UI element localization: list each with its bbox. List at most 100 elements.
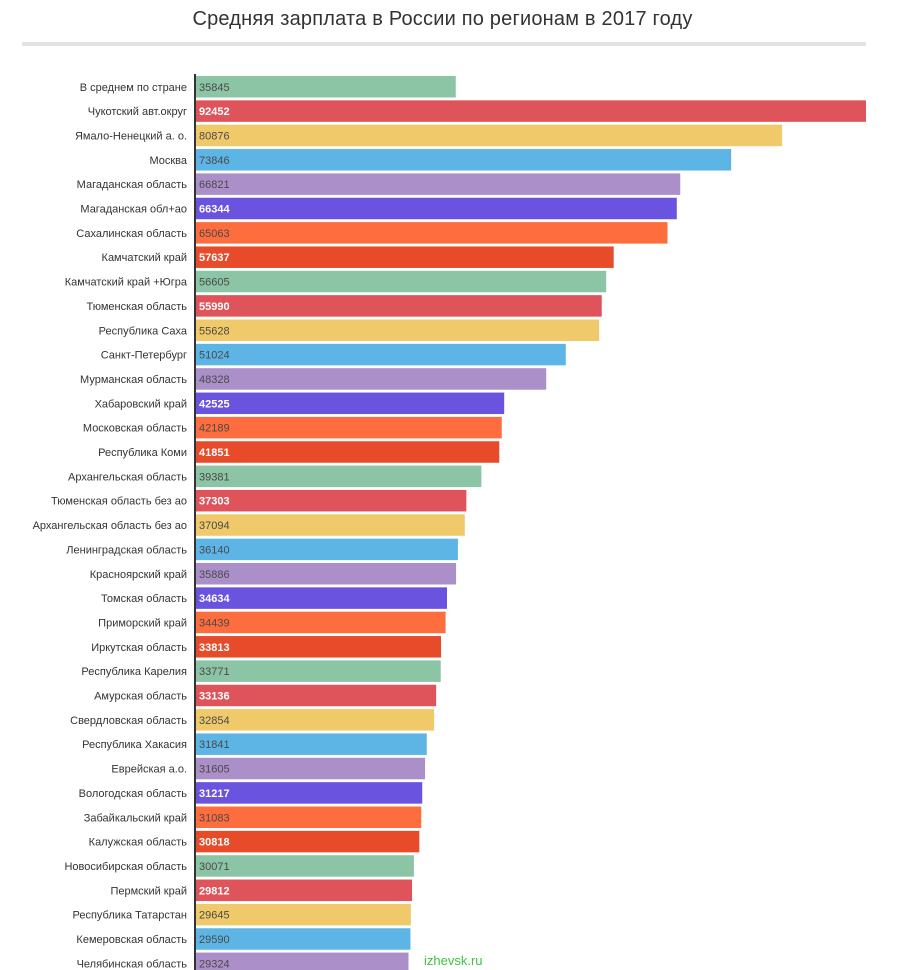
value-label: 34439 bbox=[199, 617, 230, 629]
value-label: 92452 bbox=[199, 106, 230, 118]
bar bbox=[196, 903, 411, 926]
chart-title: Средняя зарплата в России по регионам в … bbox=[192, 8, 693, 30]
bar bbox=[196, 538, 458, 561]
value-label: 29324 bbox=[199, 958, 230, 970]
category-label: Архангельская область bbox=[68, 471, 187, 483]
category-label: В среднем по стране bbox=[80, 82, 187, 94]
bar bbox=[196, 246, 614, 268]
value-label: 37303 bbox=[199, 496, 230, 508]
value-label: 33813 bbox=[199, 642, 230, 654]
value-label: 31841 bbox=[199, 739, 230, 751]
value-label: 73846 bbox=[199, 155, 230, 167]
value-label: 80876 bbox=[199, 130, 230, 142]
bar bbox=[196, 489, 467, 512]
bar bbox=[196, 100, 866, 122]
category-label: Иркутская область bbox=[91, 642, 187, 654]
category-label: Архангельская область без ао bbox=[33, 520, 187, 532]
bar bbox=[196, 173, 681, 195]
bar bbox=[196, 782, 423, 804]
category-label: Приморский край bbox=[98, 617, 187, 629]
value-label: 29590 bbox=[199, 934, 230, 946]
category-label: Тюменская область без ао bbox=[51, 496, 187, 508]
category-label: Ямало-Ненецкий а. о. bbox=[75, 130, 187, 142]
category-label: Чукотский авт.округ bbox=[88, 106, 187, 118]
category-label: Магаданская обл+ао bbox=[80, 204, 187, 216]
watermark: izhevsk.ru bbox=[424, 953, 483, 968]
category-label: Амурская область bbox=[94, 691, 187, 703]
value-label: 30818 bbox=[199, 837, 230, 849]
value-label: 66344 bbox=[199, 204, 230, 216]
value-label: 39381 bbox=[199, 471, 230, 483]
category-label: Красноярский край bbox=[90, 569, 187, 581]
bar bbox=[196, 295, 602, 317]
value-label: 29812 bbox=[199, 885, 230, 897]
bar bbox=[196, 587, 447, 609]
bar bbox=[196, 392, 505, 415]
category-label: Хабаровский край bbox=[95, 398, 187, 410]
category-label: Санкт-Петербург bbox=[101, 350, 187, 362]
category-label: Республика Татарстан bbox=[72, 910, 187, 922]
category-label: Кемеровская область bbox=[76, 934, 187, 946]
category-label: Москва bbox=[149, 155, 187, 167]
bar bbox=[196, 563, 457, 585]
value-label: 42189 bbox=[199, 423, 230, 435]
category-label: Республика Саха bbox=[99, 325, 188, 337]
category-label: Тюменская область bbox=[86, 301, 187, 313]
category-label: Сахалинская область bbox=[76, 228, 187, 240]
category-label: Калужская область bbox=[89, 837, 188, 849]
value-label: 31605 bbox=[199, 764, 230, 776]
category-label: Ленинградская область bbox=[66, 544, 187, 556]
category-label: Камчатский край +Югра bbox=[65, 277, 188, 289]
value-label: 65063 bbox=[199, 228, 230, 240]
bar bbox=[196, 270, 607, 293]
category-label: Томская область bbox=[101, 593, 187, 605]
title-divider bbox=[22, 42, 866, 46]
bar bbox=[196, 928, 411, 950]
bar bbox=[196, 465, 482, 488]
value-label: 31083 bbox=[199, 812, 230, 824]
value-label: 36140 bbox=[199, 544, 230, 556]
value-label: 35886 bbox=[199, 569, 230, 581]
category-label: Магаданская область bbox=[77, 179, 188, 191]
bar bbox=[196, 757, 426, 780]
category-label: Мурманская область bbox=[80, 374, 187, 386]
bar bbox=[196, 806, 422, 828]
category-label: Новосибирская область bbox=[64, 861, 187, 873]
value-label: 29645 bbox=[199, 910, 230, 922]
value-label: 57637 bbox=[199, 252, 230, 264]
bar bbox=[196, 709, 435, 731]
bar bbox=[196, 952, 409, 970]
bar bbox=[196, 514, 465, 536]
value-label: 31217 bbox=[199, 788, 230, 800]
value-label: 35845 bbox=[199, 82, 230, 94]
category-label: Республика Карелия bbox=[81, 666, 187, 678]
category-label: Челябинская область bbox=[77, 958, 188, 970]
bar bbox=[196, 343, 566, 366]
category-label: Пермский край bbox=[110, 885, 187, 897]
value-label: 33136 bbox=[199, 691, 230, 703]
value-label: 56605 bbox=[199, 277, 230, 289]
value-label: 34634 bbox=[199, 593, 230, 605]
value-label: 51024 bbox=[199, 350, 230, 362]
value-label: 55628 bbox=[199, 325, 230, 337]
value-label: 30071 bbox=[199, 861, 230, 873]
bar bbox=[196, 441, 500, 463]
value-label: 32854 bbox=[199, 715, 230, 727]
bar bbox=[196, 149, 732, 171]
bar bbox=[196, 319, 600, 341]
category-label: Вологодская область bbox=[79, 788, 188, 800]
category-label: Республика Хакасия bbox=[82, 739, 187, 751]
category-label: Еврейская а.о. bbox=[111, 764, 187, 776]
bar bbox=[196, 684, 437, 707]
bar bbox=[196, 368, 547, 390]
value-label: 33771 bbox=[199, 666, 230, 678]
category-label: Свердловская область bbox=[70, 715, 187, 727]
bar bbox=[196, 660, 441, 682]
bar bbox=[196, 879, 413, 902]
bar bbox=[196, 416, 502, 439]
value-label: 55990 bbox=[199, 301, 230, 313]
category-label: Камчатский край bbox=[102, 252, 187, 264]
value-label: 42525 bbox=[199, 398, 230, 410]
bar bbox=[196, 222, 668, 244]
value-label: 41851 bbox=[199, 447, 230, 459]
